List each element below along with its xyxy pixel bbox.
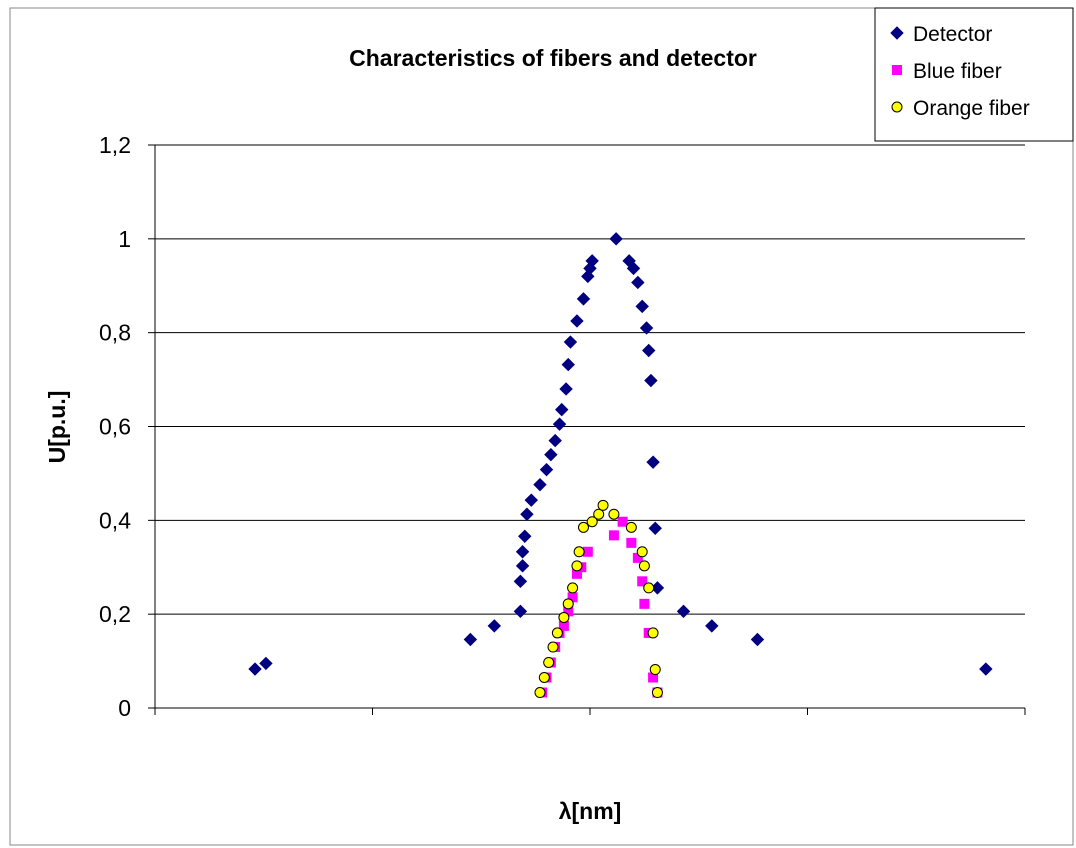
point-detector-39 bbox=[979, 662, 993, 676]
point-detector-15 bbox=[552, 417, 567, 431]
gridlines bbox=[155, 144, 1025, 615]
point-orange-fiber-8 bbox=[571, 560, 583, 572]
point-detector-20 bbox=[570, 314, 584, 328]
point-detector-25 bbox=[609, 232, 623, 246]
point-orange-fiber-11 bbox=[586, 516, 598, 528]
point-detector-29 bbox=[635, 299, 649, 314]
chart-title: Characteristics of fibers and detector bbox=[349, 45, 757, 71]
point-detector-38 bbox=[750, 632, 765, 647]
point-detector-18 bbox=[561, 357, 575, 372]
point-orange-fiber-10 bbox=[577, 521, 589, 533]
series-orange-fiber bbox=[534, 499, 663, 699]
point-detector-27 bbox=[626, 261, 641, 276]
y-tick-label-3: 0,6 bbox=[99, 414, 131, 440]
point-orange-fiber-14 bbox=[608, 508, 620, 520]
point-blue-fiber-18 bbox=[648, 672, 659, 683]
point-detector-19 bbox=[563, 335, 578, 349]
y-tick-label-6: 1,2 bbox=[99, 132, 131, 158]
y-axis-label: U[p.u.] bbox=[44, 391, 70, 464]
point-orange-fiber-18 bbox=[643, 582, 655, 594]
point-detector-9 bbox=[520, 507, 534, 521]
y-tick-label-0: 0 bbox=[118, 695, 131, 721]
point-detector-37 bbox=[705, 619, 719, 633]
y-tick-label-1: 0,2 bbox=[99, 601, 131, 627]
point-orange-fiber-20 bbox=[649, 664, 661, 676]
y-tick-label-4: 0,8 bbox=[99, 320, 131, 346]
point-detector-30 bbox=[639, 321, 654, 335]
point-detector-17 bbox=[559, 382, 573, 396]
point-detector-24 bbox=[585, 254, 599, 268]
point-detector-16 bbox=[555, 402, 569, 417]
series-detector bbox=[248, 232, 993, 676]
point-detector-28 bbox=[631, 275, 645, 290]
point-detector-14 bbox=[548, 433, 562, 448]
point-orange-fiber-0 bbox=[534, 687, 546, 699]
point-detector-13 bbox=[544, 447, 558, 462]
point-detector-31 bbox=[642, 343, 656, 358]
point-detector-11 bbox=[533, 477, 547, 492]
y-tick-label-5: 1 bbox=[118, 226, 131, 252]
point-detector-8 bbox=[518, 529, 532, 543]
legend-marker-detector bbox=[890, 26, 904, 40]
point-blue-fiber-8 bbox=[571, 568, 582, 579]
legend-label-detector: Detector bbox=[913, 23, 992, 46]
point-detector-6 bbox=[515, 559, 530, 573]
point-blue-fiber-15 bbox=[637, 576, 648, 587]
point-orange-fiber-6 bbox=[562, 598, 574, 610]
axes: 0 0,2 0,4 0,6 0,8 1 1,2 bbox=[99, 132, 1026, 721]
point-blue-fiber-6 bbox=[563, 606, 574, 617]
point-detector-34 bbox=[648, 521, 662, 536]
point-detector-10 bbox=[524, 493, 538, 507]
point-orange-fiber-5 bbox=[558, 611, 570, 623]
point-orange-fiber-19 bbox=[647, 627, 659, 639]
point-blue-fiber-10 bbox=[582, 546, 593, 557]
point-detector-33 bbox=[646, 455, 660, 469]
legend-box bbox=[874, 7, 1074, 142]
point-blue-fiber-12 bbox=[617, 516, 628, 527]
point-blue-fiber-14 bbox=[632, 552, 643, 563]
point-detector-1 bbox=[259, 656, 273, 671]
point-detector-12 bbox=[539, 462, 554, 477]
point-orange-fiber-16 bbox=[636, 546, 648, 558]
point-orange-fiber-7 bbox=[567, 582, 579, 594]
point-blue-fiber-13 bbox=[626, 537, 637, 548]
point-detector-32 bbox=[644, 373, 658, 388]
x-axis-label: λ[nm] bbox=[559, 798, 622, 824]
point-detector-0 bbox=[248, 662, 262, 676]
point-blue-fiber-5 bbox=[558, 620, 569, 631]
legend-label-orange-fiber: Orange fiber bbox=[913, 97, 1030, 120]
point-detector-4 bbox=[513, 604, 528, 619]
point-detector-5 bbox=[513, 574, 528, 589]
point-orange-fiber-3 bbox=[547, 641, 559, 653]
point-orange-fiber-4 bbox=[551, 627, 563, 639]
point-orange-fiber-2 bbox=[543, 656, 555, 668]
point-detector-36 bbox=[676, 604, 691, 619]
point-blue-fiber-16 bbox=[639, 598, 650, 609]
y-tick-label-2: 0,4 bbox=[99, 507, 131, 533]
point-orange-fiber-9 bbox=[573, 546, 585, 558]
data-marks bbox=[248, 232, 993, 699]
point-blue-fiber-7 bbox=[567, 592, 578, 603]
legend: Detector Blue fiber Orange fiber bbox=[874, 7, 1074, 142]
point-orange-fiber-21 bbox=[651, 687, 663, 699]
point-orange-fiber-12 bbox=[593, 508, 605, 520]
point-detector-7 bbox=[515, 545, 530, 559]
legend-label-blue-fiber: Blue fiber bbox=[913, 60, 1002, 83]
legend-marker-orange-fiber bbox=[891, 101, 903, 113]
point-detector-3 bbox=[487, 619, 502, 633]
point-detector-2 bbox=[463, 632, 478, 647]
point-orange-fiber-17 bbox=[638, 560, 650, 572]
point-orange-fiber-13 bbox=[597, 499, 609, 511]
legend-marker-blue-fiber bbox=[892, 65, 902, 75]
point-detector-21 bbox=[576, 292, 591, 306]
point-orange-fiber-1 bbox=[538, 672, 550, 684]
point-blue-fiber-11 bbox=[608, 530, 619, 541]
point-orange-fiber-15 bbox=[625, 521, 637, 533]
